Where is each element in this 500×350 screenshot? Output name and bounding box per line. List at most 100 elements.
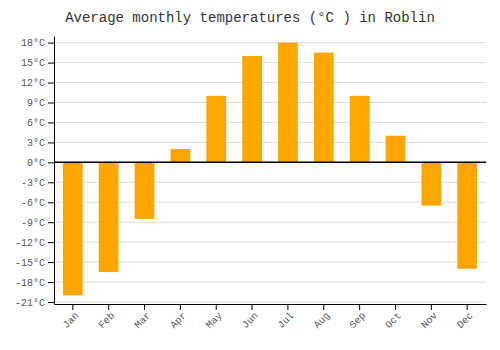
tick-label: -6°C: [21, 198, 45, 209]
tick-label: -12°C: [15, 238, 45, 249]
grid-line: [54, 222, 486, 223]
tick-mark: [48, 63, 54, 64]
tick-label: Jul: [276, 310, 297, 331]
grid-line: [54, 282, 486, 283]
x-tick: Jul: [276, 304, 297, 331]
tick-mark: [216, 304, 217, 310]
x-tick: Jan: [61, 304, 82, 331]
tick-label: -21°C: [15, 298, 45, 309]
tick-mark: [180, 304, 181, 310]
y-tick: 9°C: [27, 98, 54, 109]
x-tick: Dec: [455, 304, 476, 331]
grid-line: [54, 142, 486, 143]
tick-label: Dec: [455, 310, 476, 331]
tick-label: Mar: [132, 310, 153, 331]
tick-mark: [467, 304, 468, 310]
y-tick: 3°C: [27, 138, 54, 149]
grid-line: [54, 182, 486, 183]
x-tick: Jun: [240, 304, 261, 331]
tick-mark: [48, 182, 54, 183]
x-axis: JanFebMarAprMayJunJulAugSepOctNovDec: [55, 304, 487, 331]
y-tick: -6°C: [21, 198, 54, 209]
bars: [54, 43, 486, 296]
y-tick: -15°C: [15, 258, 54, 269]
y-tick: 18°C: [21, 38, 54, 49]
tick-label: -3°C: [21, 178, 45, 189]
tick-label: Nov: [419, 310, 440, 331]
tick-label: 12°C: [21, 78, 45, 89]
y-tick: 6°C: [27, 118, 54, 129]
tick-label: -9°C: [21, 218, 45, 229]
tick-mark: [359, 304, 360, 310]
x-tick: May: [204, 304, 225, 331]
tick-mark: [72, 304, 73, 310]
tick-label: 3°C: [27, 138, 45, 149]
bar: [457, 162, 477, 268]
tick-mark: [48, 222, 54, 223]
tick-label: May: [204, 310, 225, 331]
bar: [350, 96, 370, 163]
tick-mark: [431, 304, 432, 310]
y-tick: 15°C: [21, 58, 54, 69]
title: Average monthly temperatures (°C ) in Ro…: [65, 10, 435, 26]
tick-mark: [48, 282, 54, 283]
bar: [135, 162, 155, 219]
grid: [54, 43, 486, 302]
chart: Average monthly temperatures (°C ) in Ro…: [0, 0, 500, 350]
tick-label: Sep: [348, 310, 369, 331]
x-tick: Aug: [312, 304, 333, 331]
tick-mark: [108, 304, 109, 310]
tick-mark: [252, 304, 253, 310]
tick-label: Feb: [97, 310, 118, 331]
tick-mark: [48, 83, 54, 84]
y-tick: -21°C: [15, 298, 54, 309]
y-tick: 0°C: [27, 158, 54, 169]
tick-label: Aug: [312, 310, 333, 331]
x-tick: Nov: [419, 304, 440, 331]
tick-label: 9°C: [27, 98, 45, 109]
tick-mark: [48, 302, 54, 303]
bar: [242, 56, 262, 162]
tick-label: 18°C: [21, 38, 45, 49]
grid-line: [54, 102, 486, 103]
tick-label: 6°C: [27, 118, 45, 129]
y-tick: -9°C: [21, 218, 54, 229]
y-tick: -18°C: [15, 278, 54, 289]
tick-mark: [48, 103, 54, 104]
tick-mark: [48, 202, 54, 203]
tick-mark: [287, 304, 288, 310]
y-tick: -12°C: [15, 238, 54, 249]
x-tick: Apr: [168, 304, 189, 331]
x-tick: Feb: [97, 304, 118, 331]
tick-mark: [48, 43, 54, 44]
bar: [386, 136, 406, 163]
bar: [278, 43, 298, 163]
y-tick: 12°C: [21, 78, 54, 89]
bar: [63, 162, 83, 295]
grid-line: [54, 122, 486, 123]
grid-line: [54, 262, 486, 263]
plot: -21°C -18°C -15°C -12°C -9°C -6°C -3°C 0°C 3°C 6°…: [15, 37, 487, 331]
axis-line: [55, 304, 487, 305]
bar: [421, 162, 441, 205]
grid-line: [54, 162, 486, 163]
tick-mark: [144, 304, 145, 310]
y-tick: -3°C: [21, 178, 54, 189]
zero-line: [54, 162, 486, 164]
tick-mark: [48, 142, 54, 143]
tick-mark: [48, 262, 54, 263]
tick-label: Jun: [240, 310, 261, 331]
x-tick: Sep: [348, 304, 369, 331]
tick-mark: [48, 162, 54, 163]
bar: [171, 149, 191, 162]
tick-label: Jan: [61, 310, 82, 331]
bar: [314, 53, 334, 163]
axis-line: [54, 37, 55, 305]
x-tick: Mar: [132, 304, 153, 331]
tick-mark: [323, 304, 324, 310]
tick-mark: [48, 242, 54, 243]
tick-mark: [395, 304, 396, 310]
y-axis: -21°C -18°C -15°C -12°C -9°C -6°C -3°C 0°C 3°C 6°…: [15, 37, 55, 309]
tick-label: 15°C: [21, 58, 45, 69]
tick-label: -18°C: [15, 278, 45, 289]
